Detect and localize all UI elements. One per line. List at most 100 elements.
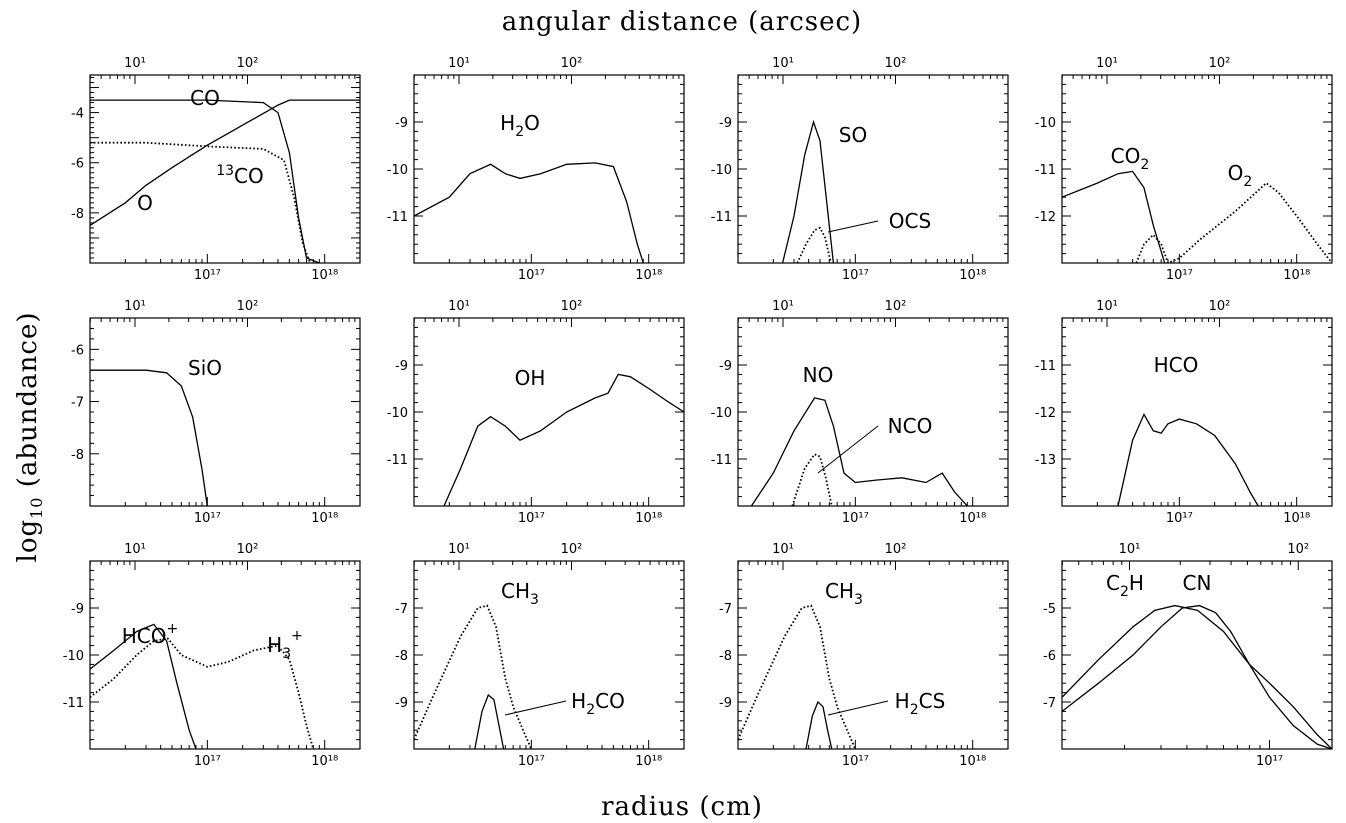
series-label: CN xyxy=(1183,571,1212,595)
y-tick-label: -13 xyxy=(1035,453,1056,468)
y-tick-label: -7 xyxy=(719,602,732,617)
x-tick-label: 10¹⁷ xyxy=(518,268,545,283)
top-tick-label: 10¹ xyxy=(772,542,794,557)
panel-frame xyxy=(89,560,361,750)
y-tick-label: -11 xyxy=(387,453,408,468)
label-leader-line xyxy=(817,425,879,474)
top-tick-label: 10¹ xyxy=(1119,542,1141,557)
series-label: CO2 xyxy=(1111,144,1150,173)
series-label: OCS xyxy=(889,209,931,233)
y-tick-label: -10 xyxy=(387,163,408,178)
top-tick-label: 10¹ xyxy=(124,56,146,71)
top-tick-label: 10² xyxy=(885,299,907,314)
top-tick-label: 10² xyxy=(1209,56,1231,71)
y-tick-label: -6 xyxy=(1043,649,1056,664)
y-tick-label: -9 xyxy=(719,696,732,711)
top-tick-label: 10¹ xyxy=(448,542,470,557)
series-label: H2O xyxy=(500,111,540,140)
y-tick-label: -7 xyxy=(1043,696,1056,711)
series-line-OH xyxy=(443,373,684,506)
y-tick-label: -4 xyxy=(71,107,84,122)
x-tick-label: 10¹⁸ xyxy=(959,754,986,769)
panel-frame xyxy=(737,317,1009,507)
series-label: OH xyxy=(515,366,546,390)
x-tick-label: 10¹⁸ xyxy=(1283,511,1310,526)
y-tick-label: -6 xyxy=(71,157,84,172)
series-label: H2CO xyxy=(571,689,625,718)
panel-frame xyxy=(89,317,361,507)
label-leader-line xyxy=(827,700,889,716)
y-tick-label: -9 xyxy=(719,359,732,374)
series-label: CH3 xyxy=(825,579,863,608)
series-line-H2O xyxy=(414,162,644,263)
y-tick-label: -8 xyxy=(71,207,84,222)
series-label: NCO xyxy=(888,414,933,438)
x-tick-label: 10¹⁷ xyxy=(842,754,869,769)
x-tick-label: 10¹⁸ xyxy=(1283,268,1310,283)
top-tick-label: 10² xyxy=(561,299,583,314)
series-label: CO xyxy=(190,86,220,110)
y-tick-label: -9 xyxy=(395,359,408,374)
panel-frame xyxy=(737,560,1009,750)
left-axis-label-main: log xyxy=(13,519,43,563)
y-tick-label: -12 xyxy=(1035,210,1056,225)
panel-frame xyxy=(1061,74,1333,264)
top-tick-label: 10² xyxy=(561,56,583,71)
panel-1-1: 10¹⁷ 10¹⁸ 10¹ 10² -9 -10 -11 OH xyxy=(387,299,685,526)
series-line-C2H xyxy=(1062,604,1332,749)
series-label: HCO xyxy=(1154,353,1199,377)
bottom-axis-label: radius (cm) xyxy=(601,792,763,822)
y-tick-label: -9 xyxy=(395,116,408,131)
y-tick-label: -8 xyxy=(719,649,732,664)
x-tick-label: 10¹⁸ xyxy=(959,511,986,526)
panel-0-1: 10¹⁷ 10¹⁸ 10¹ 10² -9 -10 -11 H2O xyxy=(387,56,685,283)
x-tick-label: 10¹⁸ xyxy=(635,511,662,526)
panel-0-0: 10¹⁷ 10¹⁸ 10¹ 10² -4 -6 -8 CO O 13CO xyxy=(71,56,361,283)
top-tick-label: 10² xyxy=(1209,299,1231,314)
top-tick-label: 10¹ xyxy=(1096,56,1118,71)
left-axis-label-sub: 10 xyxy=(27,497,46,519)
panel-1-3: 10¹⁷ 10¹⁸ 10¹ 10² -11 -12 -13 HCO xyxy=(1035,299,1333,526)
x-tick-label: 10¹⁸ xyxy=(311,511,338,526)
y-tick-label: -9 xyxy=(719,116,732,131)
top-tick-label: 10² xyxy=(561,542,583,557)
panel-2-0: 10¹⁷ 10¹⁸ 10¹ 10² -9 -10 -11 HCO+ H3+ xyxy=(63,542,361,769)
x-tick-label: 10¹⁸ xyxy=(959,268,986,283)
series-label: CH3 xyxy=(501,579,539,608)
top-tick-label: 10² xyxy=(885,542,907,557)
series-line-CH3 xyxy=(414,604,533,749)
x-tick-label: 10¹⁸ xyxy=(311,754,338,769)
series-line-CO2 xyxy=(1062,170,1166,263)
y-tick-label: -8 xyxy=(71,448,84,463)
series-line-CN xyxy=(1062,604,1332,749)
series-label: HCO+ xyxy=(122,621,178,648)
y-tick-label: -9 xyxy=(71,602,84,617)
series-line-SiO xyxy=(90,369,208,506)
series-label: O2 xyxy=(1228,161,1253,190)
y-tick-label: -9 xyxy=(395,696,408,711)
y-tick-label: -10 xyxy=(711,163,732,178)
y-tick-label: -11 xyxy=(1035,359,1056,374)
series-line-H3+ xyxy=(90,637,315,749)
series-label: SiO xyxy=(188,356,222,380)
x-tick-label: 10¹⁸ xyxy=(635,268,662,283)
top-tick-label: 10¹ xyxy=(772,56,794,71)
top-tick-label: 10² xyxy=(237,299,259,314)
series-line-13CO xyxy=(90,141,311,263)
x-tick-label: 10¹⁷ xyxy=(194,754,221,769)
series-line-CO xyxy=(90,99,320,263)
series-line-HCO+ xyxy=(90,623,197,749)
series-line-H2CS xyxy=(805,700,833,749)
top-tick-label: 10² xyxy=(885,56,907,71)
panel-2-1: 10¹⁷ 10¹⁸ 10¹ 10² -7 -8 -9 CH3 H2CO xyxy=(395,542,685,769)
series-line-NCO xyxy=(791,453,833,506)
panel-frame xyxy=(1061,317,1333,507)
top-tick-label: 10¹ xyxy=(1096,299,1118,314)
y-tick-label: -11 xyxy=(711,453,732,468)
x-tick-label: 10¹⁷ xyxy=(194,268,221,283)
y-tick-label: -11 xyxy=(63,696,84,711)
top-tick-label: 10¹ xyxy=(448,299,470,314)
series-line-NO xyxy=(750,397,968,506)
series-line-H2CO xyxy=(474,693,505,749)
top-tick-label: 10¹ xyxy=(448,56,470,71)
